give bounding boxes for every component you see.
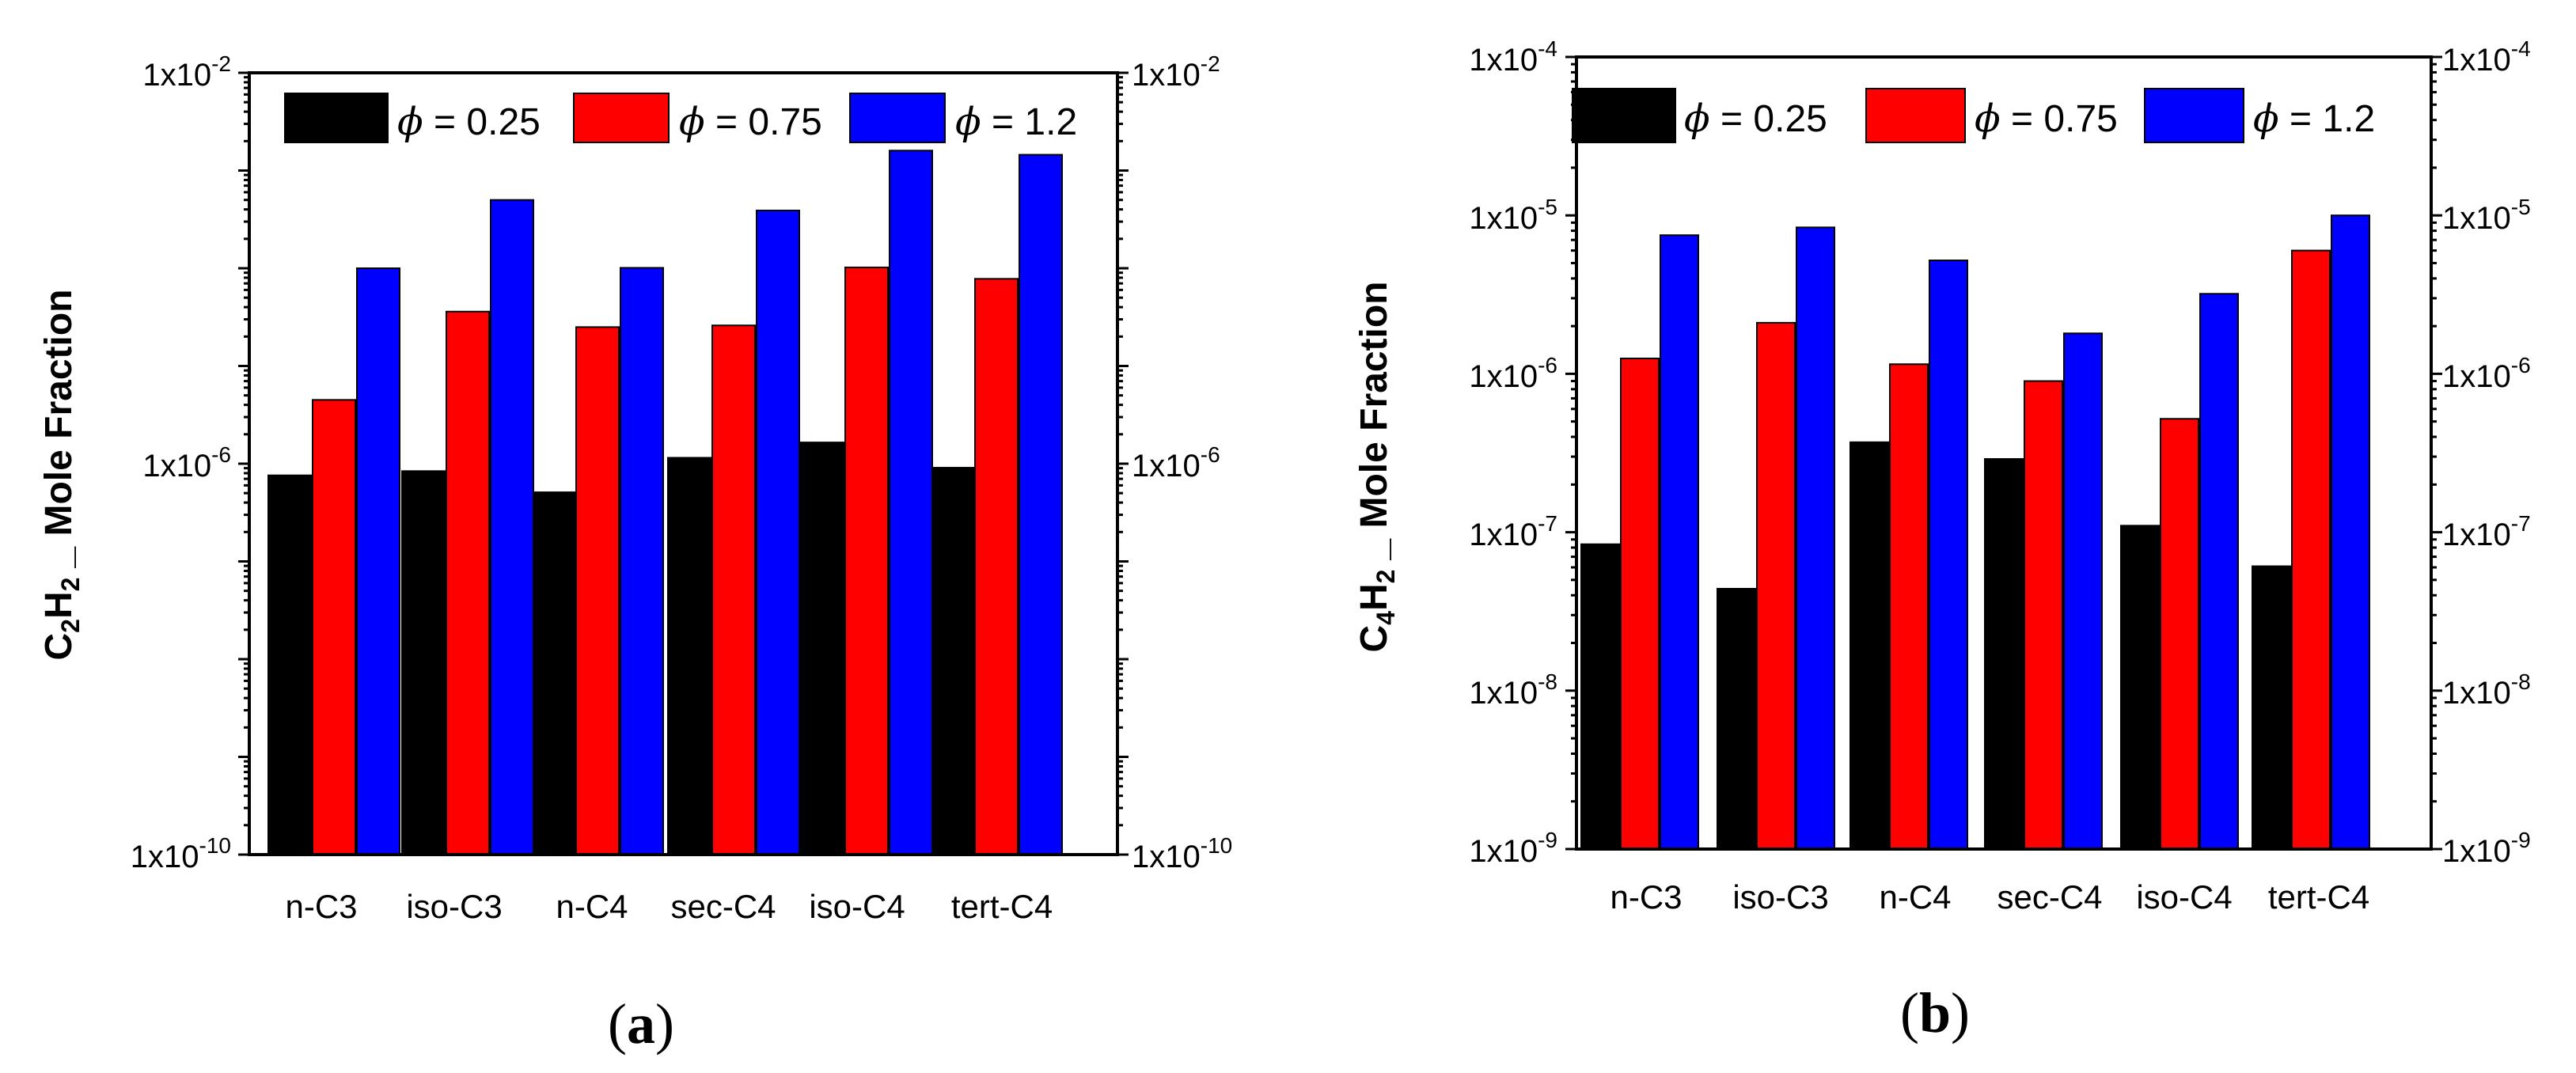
plot-frame-b: [1575, 55, 2433, 851]
ytick-label-left-a-2: 1x10-2: [142, 51, 231, 93]
bars-b: [1580, 214, 2370, 851]
legend-label-a-1: ϕ = 0.75: [679, 100, 822, 144]
bars-a: [267, 150, 1063, 856]
legend-label-a-2: ϕ = 1.2: [955, 100, 1077, 144]
legend-swatch-b-1: [1865, 88, 1966, 143]
legend-a: ϕ = 0.25 ϕ = 0.75 ϕ = 1.2: [284, 93, 1077, 144]
bar-a-n-C3-s1: [312, 399, 356, 855]
ytick-label-right-a-0: 1x10-10: [1132, 833, 1232, 874]
legend-label-b-1: ϕ = 0.75: [1975, 97, 2118, 141]
x-category-label-b: iso-C3: [1732, 878, 1828, 916]
bar-b-n-C4-s0: [1849, 441, 1889, 850]
bar-b-n-C3-s2: [1660, 234, 1699, 851]
bar-a-sec-C4-s1: [711, 324, 756, 855]
ytick-label-right-b-0: 1x10-9: [2442, 828, 2531, 869]
ytick-label-left-b-0: 1x10-9: [1469, 828, 1557, 869]
bar-b-iso-C4-s2: [2199, 293, 2239, 850]
bar-a-n-C3-s2: [356, 267, 400, 855]
legend-label-b-2: ϕ = 1.2: [2253, 97, 2375, 141]
ytick-label-right-a-1: 1x10-6: [1132, 442, 1220, 483]
bar-b-n-C4-s1: [1889, 363, 1929, 850]
x-category-label-b: sec-C4: [1997, 878, 2102, 916]
legend-label-a-0: ϕ = 0.25: [397, 100, 541, 144]
ytick-label-left-b-4: 1x10-5: [1469, 195, 1557, 236]
bar-b-iso-C4-s1: [2160, 418, 2199, 850]
bar-b-iso-C3-s1: [1756, 321, 1796, 850]
x-category-label-a: iso-C3: [406, 888, 502, 925]
bar-a-tert-C4-s1: [974, 278, 1019, 856]
plot-frame-a: [248, 71, 1119, 856]
panel-label-a: (a): [608, 992, 674, 1056]
bar-a-sec-C4-s0: [667, 457, 711, 856]
panel-label-b: (b): [1900, 981, 1970, 1045]
bar-b-sec-C4-s2: [2063, 332, 2103, 850]
bar-a-iso-C3-s2: [490, 199, 534, 856]
bar-b-sec-C4-s1: [2024, 380, 2063, 850]
bar-a-tert-C4-s0: [930, 467, 974, 856]
legend-swatch-a-2: [849, 93, 946, 143]
bar-b-tert-C4-s2: [2331, 214, 2370, 850]
ytick-label-left-a-0: 1x10-10: [131, 833, 231, 874]
bar-b-iso-C3-s2: [1796, 226, 1835, 850]
ytick-label-left-b-5: 1x10-4: [1469, 36, 1557, 78]
ytick-label-right-b-4: 1x10-5: [2442, 195, 2531, 236]
bar-b-sec-C4-s0: [1984, 458, 2024, 850]
legend-swatch-a-0: [284, 93, 389, 143]
bar-a-n-C3-s0: [267, 474, 312, 856]
ytick-label-right-b-5: 1x10-4: [2442, 36, 2531, 78]
bar-b-iso-C3-s0: [1717, 587, 1756, 850]
x-category-label-a: n-C3: [285, 888, 357, 925]
x-category-label-b: iso-C4: [2136, 878, 2232, 916]
ytick-label-left-b-1: 1x10-8: [1469, 669, 1557, 711]
chart-a: 1x10-10 1x10-6 1x10-2 1x10-10 1x10-6 1x1…: [38, 51, 1232, 1056]
bar-a-n-C4-s1: [575, 326, 620, 855]
x-category-label-a: iso-C4: [809, 888, 905, 925]
x-category-label-a: tert-C4: [951, 888, 1053, 925]
x-category-label-a: sec-C4: [670, 888, 776, 925]
y-axis-title-b: C4H2_ Mole Fraction: [1353, 282, 1400, 653]
legend-swatch-b-2: [2144, 88, 2244, 143]
bar-a-n-C4-s0: [531, 491, 575, 856]
ytick-label-left-b-3: 1x10-6: [1469, 353, 1557, 394]
ytick-label-left-b-2: 1x10-7: [1469, 511, 1557, 552]
bar-b-n-C3-s0: [1580, 543, 1620, 850]
legend-swatch-b-0: [1572, 88, 1676, 143]
chart-b: 1x10-9 1x10-8 1x10-7 1x10-6 1x10-5 1x10-…: [1353, 36, 2531, 1045]
ytick-label-right-b-1: 1x10-8: [2442, 669, 2531, 711]
bar-a-iso-C3-s1: [446, 310, 490, 855]
ytick-label-right-b-3: 1x10-6: [2442, 353, 2531, 394]
bar-a-sec-C4-s2: [756, 210, 800, 855]
x-category-label-b: n-C4: [1879, 878, 1951, 916]
x-category-label-b: n-C3: [1610, 878, 1682, 916]
legend-b: ϕ = 0.25 ϕ = 0.75 ϕ = 1.2: [1572, 88, 2375, 143]
bar-a-iso-C4-s1: [844, 266, 889, 855]
bar-a-iso-C4-s0: [800, 442, 844, 855]
bar-b-n-C3-s1: [1620, 357, 1660, 851]
ytick-label-left-a-1: 1x10-6: [142, 442, 231, 483]
ytick-label-right-a-2: 1x10-2: [1132, 51, 1220, 93]
legend-label-b-0: ϕ = 0.25: [1684, 97, 1827, 141]
bar-b-iso-C4-s0: [2120, 525, 2160, 850]
bar-a-tert-C4-s2: [1019, 154, 1063, 855]
legend-swatch-a-1: [573, 93, 670, 143]
ytick-label-right-b-2: 1x10-7: [2442, 511, 2531, 552]
bar-a-iso-C3-s0: [401, 470, 446, 855]
x-category-label-a: n-C4: [556, 888, 628, 925]
bar-a-n-C4-s2: [620, 267, 664, 855]
x-category-label-b: tert-C4: [2268, 878, 2369, 916]
bar-b-tert-C4-s0: [2252, 565, 2291, 850]
bar-b-tert-C4-s1: [2291, 249, 2331, 850]
bar-a-iso-C4-s2: [889, 150, 933, 855]
bar-b-n-C4-s2: [1929, 260, 1968, 850]
y-axis-title-a: C2H2_ Mole Fraction: [38, 290, 85, 661]
